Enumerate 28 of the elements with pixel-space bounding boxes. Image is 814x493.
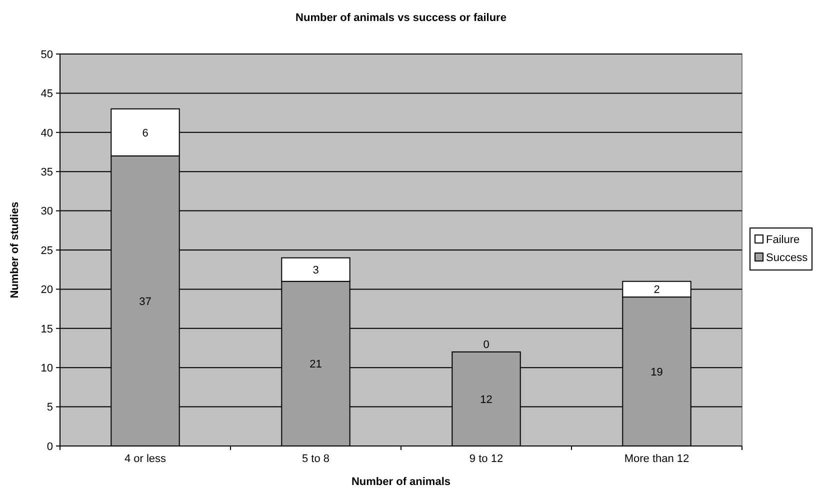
y-tick-label: 15 (40, 323, 53, 336)
chart-title: Number of animals vs success or failure (296, 12, 506, 24)
y-tick-label: 25 (40, 244, 53, 257)
y-tick-label: 10 (40, 362, 53, 374)
y-tick-label: 0 (46, 440, 53, 453)
y-tick-label: 30 (40, 206, 53, 218)
data-label: 0 (483, 338, 490, 351)
data-label: 37 (139, 296, 152, 308)
y-axis-title: Number of studies (9, 202, 21, 298)
data-label: 21 (310, 358, 322, 371)
x-tick-label: 9 to 12 (469, 453, 504, 465)
y-tick-label: 50 (40, 48, 53, 61)
x-tick-label: 5 to 8 (302, 453, 330, 465)
x-axis-title: Number of animals (351, 476, 451, 488)
y-tick-label: 40 (40, 127, 53, 140)
data-label: 3 (312, 264, 319, 276)
legend-label: Success (766, 252, 808, 264)
data-label: 6 (142, 127, 148, 140)
data-label: 12 (480, 394, 492, 406)
x-tick-label: 4 or less (124, 453, 167, 465)
y-tick-label: 35 (40, 166, 53, 178)
legend-label: Failure (766, 234, 800, 246)
data-label: 2 (654, 284, 660, 296)
y-tick-label: 45 (40, 88, 53, 100)
x-tick-label: More than 12 (624, 453, 690, 465)
y-tick-label: 20 (40, 284, 53, 296)
data-label: 19 (650, 366, 663, 378)
y-tick-label: 5 (46, 402, 53, 414)
